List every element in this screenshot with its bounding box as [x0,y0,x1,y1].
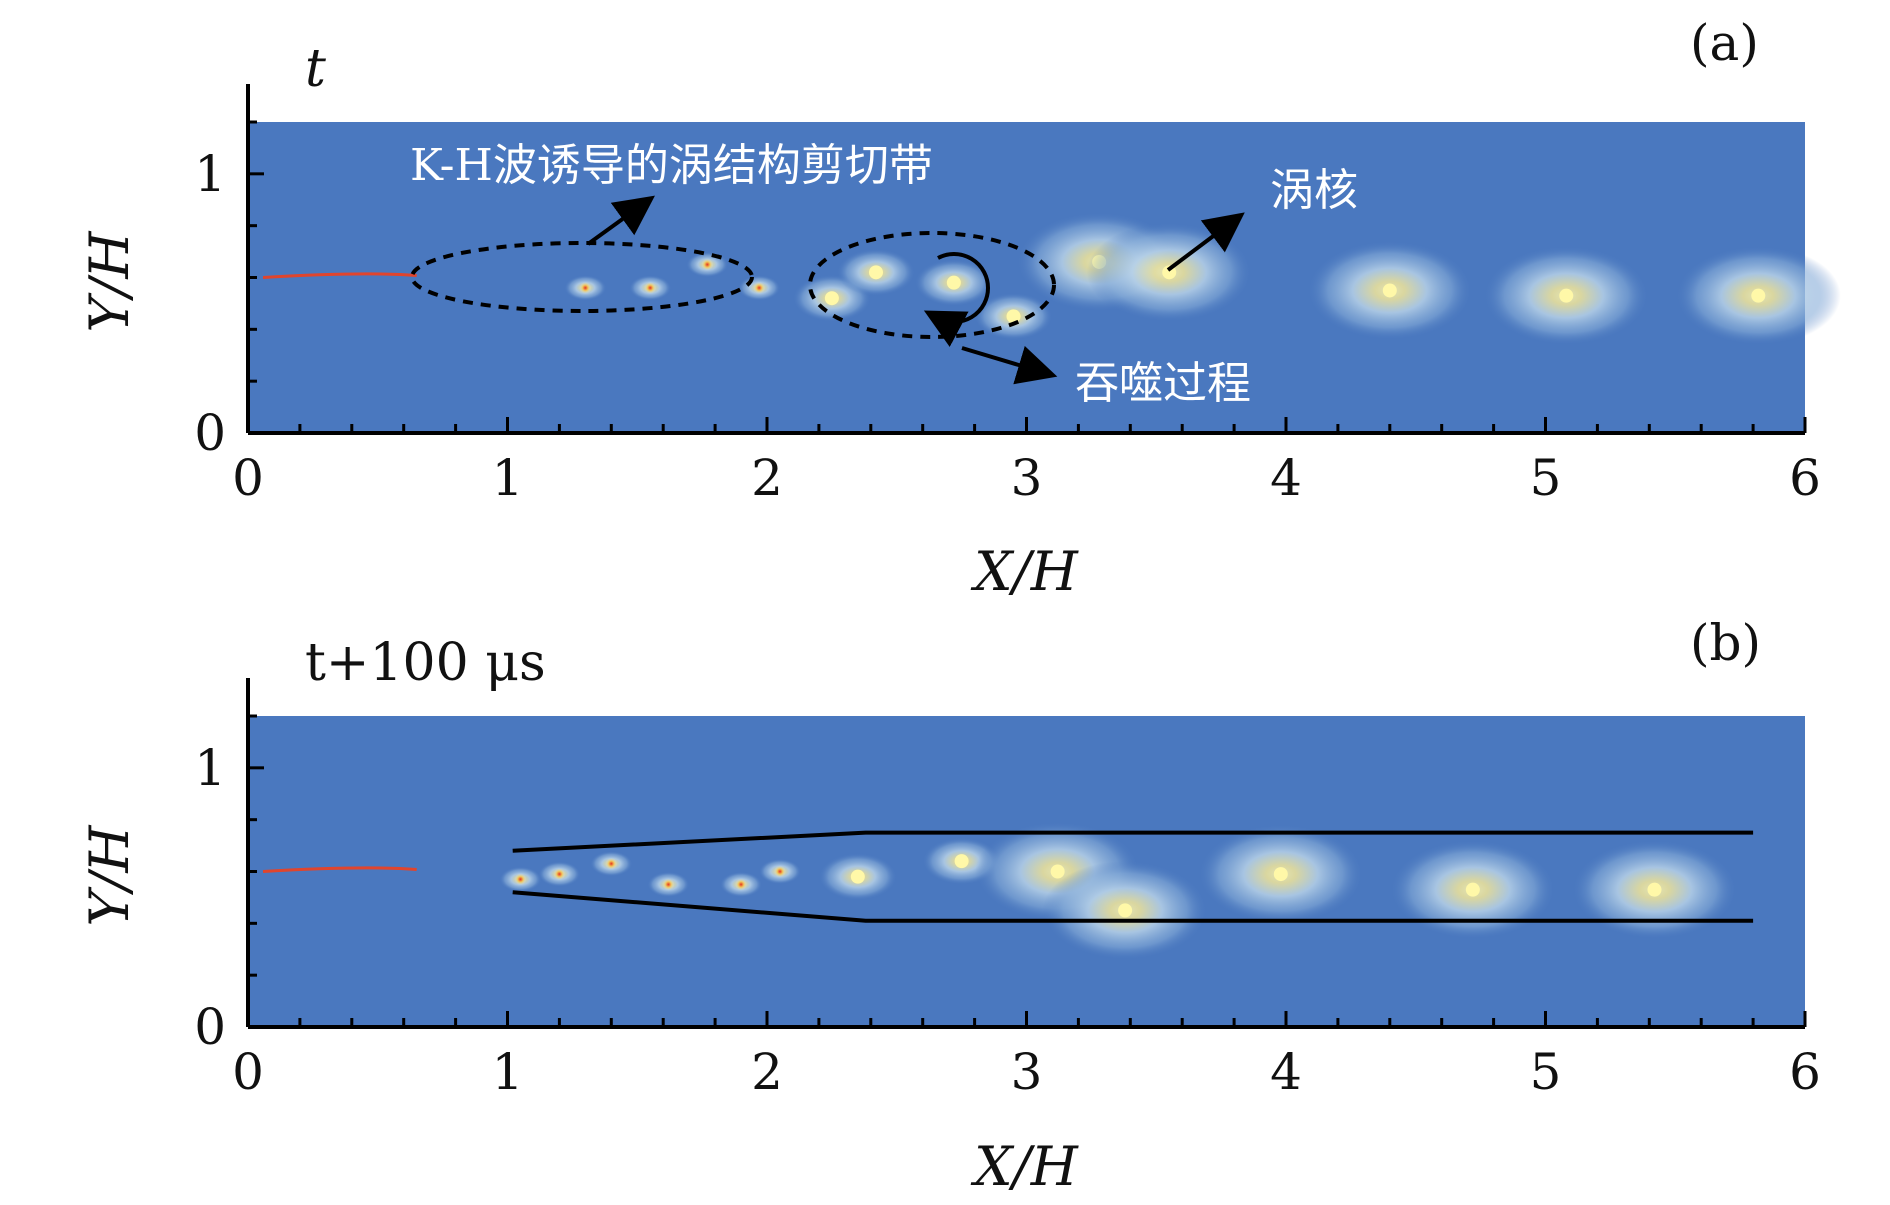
vortex-core [753,281,766,294]
engulfment-ellipse [808,231,1056,339]
vortex-core [954,854,969,869]
panel-b: 0 1 2 3 4 5 6 0 1 t+100 μs (b) X/H Y/H [78,614,1821,1198]
envelope-upper-line [512,830,1754,853]
vortex-core [735,878,748,891]
vortex-core [1647,882,1662,897]
x-tick-label: 0 [232,449,264,507]
engulfment-arrow [961,345,1058,385]
x-axis-title-b: X/H [970,1135,1079,1198]
time-label-a: t [305,39,326,99]
vortex-core [701,258,714,271]
panel-label-a: (a) [1690,14,1759,72]
axes-a: 0 1 2 3 4 5 6 0 1 [194,84,1821,507]
x-tick-label: 2 [751,1043,783,1101]
vortex-core [514,873,527,886]
vortex-core [1559,288,1574,303]
vortex-envelope [512,830,1754,923]
x-tick-label: 1 [492,1043,524,1101]
y-tick-label: 0 [194,404,226,462]
vortex-core [1465,882,1480,897]
vortex-core [946,275,961,290]
x-tick-label: 5 [1530,1043,1562,1101]
vortex-core [662,878,675,891]
vortex-core [1273,867,1288,882]
x-tick-label: 6 [1789,449,1821,507]
vortex-core [1006,309,1021,324]
vortex-core [1118,903,1133,918]
vortex-core [868,265,883,280]
x-tick-label: 2 [751,449,783,507]
x-tick-label: 1 [492,449,524,507]
y-tick-label: 0 [194,998,226,1056]
annotation-shear-band: K-H波诱导的涡结构剪切带 [410,140,933,191]
vortex-cores-b [262,822,1737,960]
x-axis-title-a: X/H [970,540,1079,603]
x-tick-label: 5 [1530,449,1562,507]
envelope-lower-line [512,890,1754,923]
vortex-core [644,281,657,294]
y-tick-label: 1 [194,145,226,203]
annotation-engulfment: 吞噬过程 [1075,358,1251,409]
annotation-vortex-core: 涡核 [1270,165,1358,216]
x-tick-label: 6 [1789,1043,1821,1101]
x-tick-label: 4 [1270,449,1302,507]
panel-a: 0 1 2 3 4 5 6 0 1 K-H波诱导的涡结构剪切带 涡核 吞噬过程 t (a) X/… [78,14,1841,603]
x-tick-label: 4 [1270,1043,1302,1101]
vortex-core [1050,864,1065,879]
y-axis-title-b: Y/H [78,825,141,927]
axes-b: 0 1 2 3 4 5 6 0 1 [194,678,1821,1101]
vortex-core [579,281,592,294]
y-axis-title-a: Y/H [78,231,141,333]
shear-band-arrow [586,195,655,246]
vortex-core [773,865,786,878]
panel-label-b: (b) [1690,614,1761,672]
vortex-core-arrow [1166,212,1245,272]
shear-band-ellipse [410,241,754,313]
vortex-core [553,868,566,881]
rotation-arrow [923,252,990,347]
vortex-core [850,869,865,884]
vortex-core [605,857,618,870]
vortex-cores-a [262,212,1841,346]
jet-streak [262,866,417,873]
jet-streak [262,272,417,279]
vortex-core [1751,288,1766,303]
x-tick-label: 3 [1011,1043,1043,1101]
vortex-core [824,291,839,306]
x-tick-label: 3 [1011,449,1043,507]
y-tick-label: 1 [194,739,226,797]
time-label-b: t+100 μs [305,633,546,693]
vortex-core [1382,283,1397,298]
x-tick-label: 0 [232,1043,264,1101]
